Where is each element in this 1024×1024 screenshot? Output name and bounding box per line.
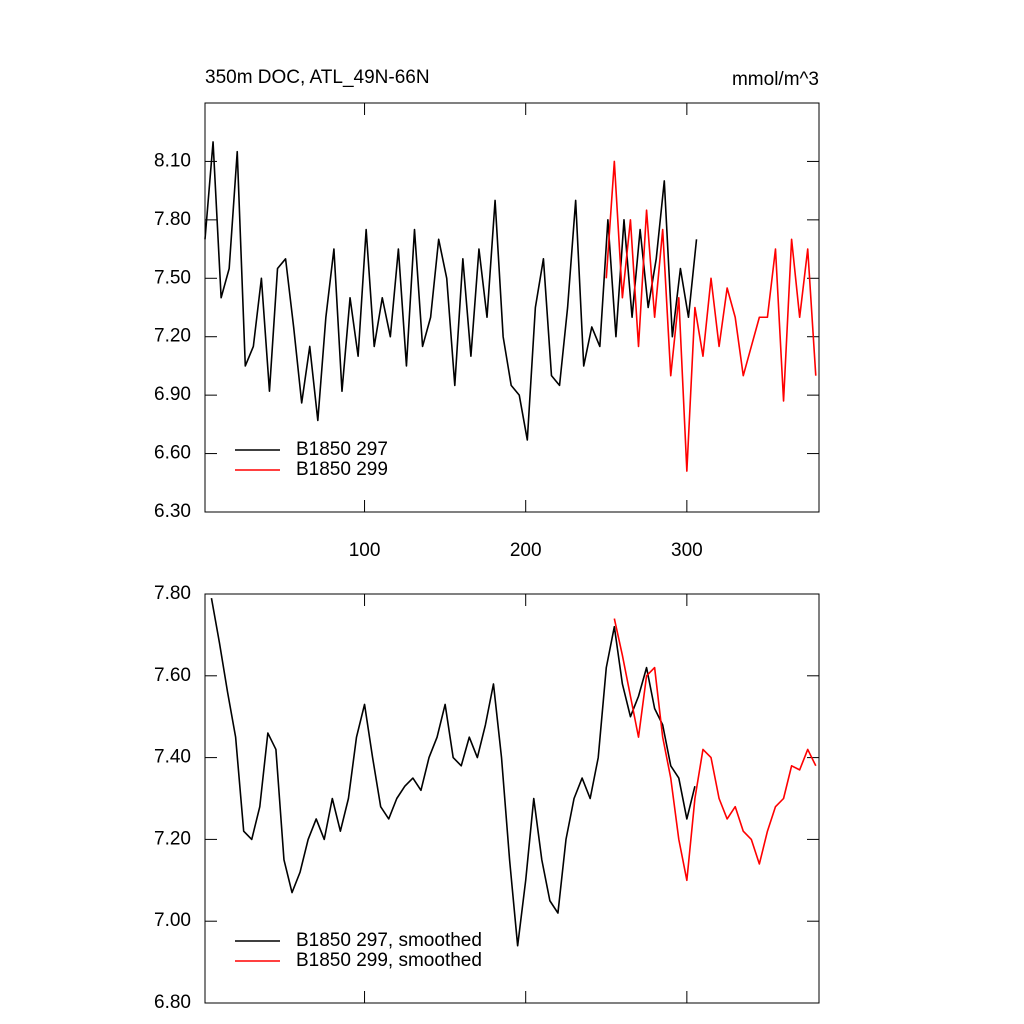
x-tick-label: 300 — [671, 540, 703, 561]
y-tick-label: 7.20 — [154, 326, 191, 347]
legend-label: B1850 299, smoothed — [296, 950, 482, 971]
y-tick-label: 7.60 — [154, 665, 191, 686]
units-label: mmol/m^3 — [732, 69, 819, 90]
data-line — [204, 141, 698, 441]
chart-title: 350m DOC, ATL_49N-66N — [205, 67, 430, 88]
plot-frame — [204, 102, 820, 513]
data-line — [210, 597, 696, 947]
x-tick-label: 200 — [510, 540, 542, 561]
data-line — [613, 618, 817, 882]
legend-label: B1850 297, smoothed — [296, 930, 482, 951]
y-tick-label: 7.80 — [154, 209, 191, 230]
x-tick-label: 100 — [349, 540, 381, 561]
y-tick-label: 6.30 — [154, 501, 191, 522]
data-line — [605, 160, 817, 472]
y-tick-label: 6.60 — [154, 443, 191, 464]
y-tick-label: 6.80 — [154, 992, 191, 1013]
y-tick-label: 8.10 — [154, 150, 191, 171]
y-tick-label: 6.90 — [154, 384, 191, 405]
legend-label: B1850 297 — [296, 439, 388, 460]
y-tick-label: 7.20 — [154, 828, 191, 849]
y-tick-label: 7.00 — [154, 910, 191, 931]
y-tick-label: 7.40 — [154, 747, 191, 768]
y-tick-label: 7.50 — [154, 267, 191, 288]
plot-frame — [204, 593, 820, 1004]
y-tick-label: 7.80 — [154, 583, 191, 604]
legend-label: B1850 299 — [296, 459, 388, 480]
